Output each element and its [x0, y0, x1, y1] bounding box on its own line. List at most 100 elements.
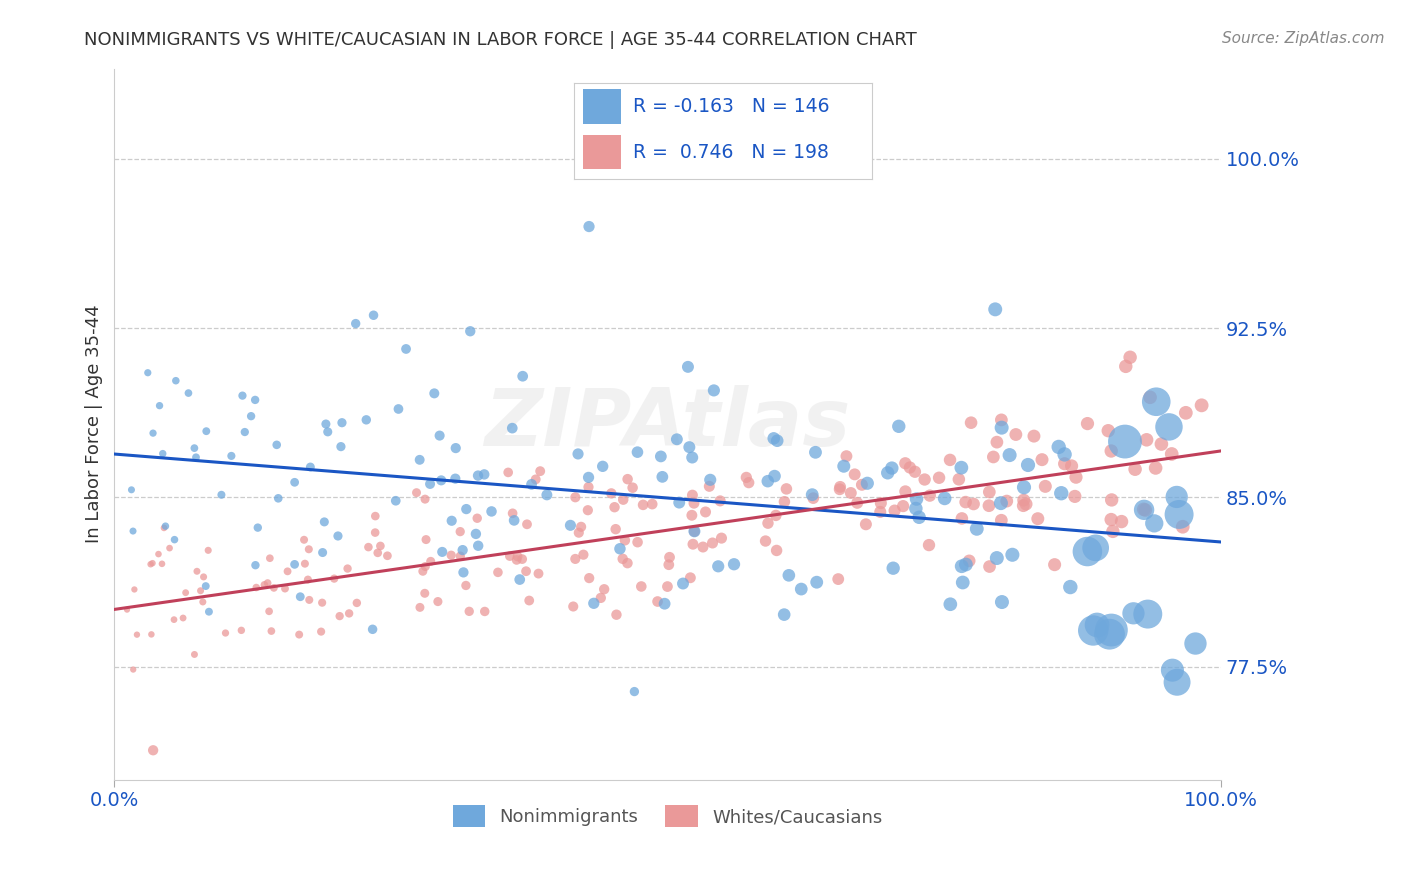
Point	[804, 445, 827, 459]
Point	[955, 495, 977, 509]
Point	[364, 525, 387, 540]
Point	[245, 581, 267, 595]
Point	[1135, 503, 1157, 517]
Point	[150, 557, 173, 571]
Point	[323, 572, 346, 586]
Point	[512, 369, 534, 384]
Point	[153, 521, 176, 535]
Point	[449, 549, 471, 563]
Point	[1161, 663, 1184, 677]
Point	[600, 486, 623, 500]
Point	[589, 591, 612, 605]
Point	[1166, 490, 1188, 504]
Point	[882, 561, 904, 575]
Point	[415, 559, 437, 574]
Point	[1150, 437, 1173, 451]
Point	[709, 494, 731, 508]
Point	[1132, 502, 1154, 516]
Point	[699, 473, 721, 487]
Point	[256, 576, 278, 591]
Point	[702, 536, 724, 550]
Point	[1031, 452, 1053, 467]
Point	[1033, 479, 1056, 493]
Point	[432, 545, 454, 559]
Point	[957, 554, 980, 568]
Point	[298, 542, 321, 557]
Point	[395, 342, 418, 356]
Point	[257, 604, 280, 618]
Point	[412, 564, 434, 578]
Point	[481, 504, 503, 518]
Point	[409, 600, 432, 615]
Point	[346, 596, 368, 610]
Point	[1098, 627, 1121, 641]
Point	[775, 482, 797, 496]
Point	[1060, 458, 1083, 473]
Point	[440, 548, 463, 562]
Point	[440, 514, 463, 528]
Point	[626, 535, 648, 549]
Point	[1166, 675, 1188, 690]
Point	[467, 539, 489, 553]
Point	[194, 579, 217, 593]
Point	[676, 359, 699, 374]
Point	[672, 576, 695, 591]
Point	[122, 663, 145, 677]
Point	[977, 499, 1000, 513]
Point	[681, 488, 703, 502]
Point	[657, 580, 679, 594]
Point	[243, 392, 266, 407]
Point	[405, 485, 427, 500]
Point	[578, 470, 600, 484]
Point	[458, 324, 481, 338]
Point	[311, 545, 333, 559]
Point	[1022, 429, 1045, 443]
Point	[955, 558, 977, 572]
Point	[297, 573, 319, 587]
Point	[122, 524, 145, 538]
Point	[329, 440, 352, 454]
Point	[844, 467, 866, 482]
Point	[568, 525, 591, 540]
Point	[456, 502, 478, 516]
Point	[560, 518, 582, 533]
Point	[828, 482, 851, 496]
Point	[962, 497, 984, 511]
Point	[505, 553, 527, 567]
Point	[572, 548, 595, 562]
Point	[723, 558, 745, 572]
Point	[502, 506, 524, 520]
Point	[1043, 558, 1066, 572]
Point	[1015, 497, 1038, 511]
Point	[1076, 544, 1098, 558]
Point	[315, 417, 337, 431]
Point	[835, 449, 858, 463]
Point	[377, 549, 399, 563]
Point	[506, 549, 529, 564]
Point	[616, 472, 638, 486]
Point	[1064, 470, 1087, 484]
Point	[880, 461, 903, 475]
Point	[983, 450, 1005, 464]
Point	[413, 586, 436, 600]
Point	[1099, 623, 1122, 637]
Point	[738, 475, 761, 490]
Point	[259, 551, 281, 566]
Point	[658, 558, 681, 572]
Point	[1076, 417, 1098, 431]
Point	[839, 486, 862, 500]
Point	[413, 492, 436, 507]
Point	[155, 519, 177, 533]
Point	[918, 538, 941, 552]
Point	[363, 308, 385, 322]
Point	[197, 543, 219, 558]
Point	[692, 540, 714, 554]
Point	[1099, 444, 1122, 458]
Point	[1184, 636, 1206, 650]
Point	[330, 416, 353, 430]
Point	[499, 549, 522, 563]
Point	[1099, 512, 1122, 526]
Point	[288, 627, 311, 641]
Point	[536, 488, 558, 502]
Point	[654, 597, 676, 611]
